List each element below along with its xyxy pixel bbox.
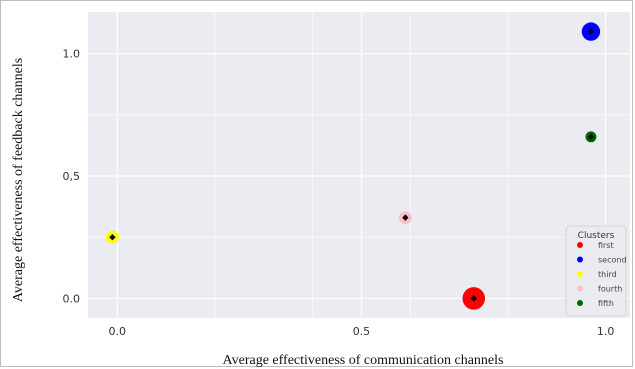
- legend-marker-fourth: [577, 285, 583, 292]
- y-tick-label: 1.0: [63, 48, 81, 61]
- x-axis-ticks: 0.0 0.5 1.0: [109, 325, 615, 338]
- legend-label-third: third: [598, 270, 617, 279]
- legend-marker-second: [577, 256, 583, 263]
- legend-marker-first: [577, 242, 583, 248]
- legend-label-fourth: fourth: [598, 285, 622, 294]
- legend: Clusters first second third fourth fifth: [565, 225, 627, 317]
- x-axis-label: Average effectiveness of communication c…: [223, 353, 504, 368]
- legend-items: first second third fourth fifth: [577, 241, 627, 308]
- legend-marker-fifth: [577, 300, 583, 306]
- y-axis-ticks: 0.0 0,5 1.0: [63, 48, 81, 306]
- centroid-marker: [402, 214, 409, 221]
- y-tick-label: 0,5: [63, 170, 81, 183]
- legend-label-second: second: [598, 256, 627, 265]
- legend-title: Clusters: [578, 231, 615, 241]
- centroid-marker: [109, 234, 116, 241]
- y-tick-label: 0.0: [63, 292, 81, 305]
- legend-label-fifth: fifth: [598, 299, 614, 308]
- centroid-marker: [587, 28, 595, 35]
- data-points: [105, 22, 601, 310]
- legend-marker-third: [577, 271, 583, 277]
- legend-label-first: first: [598, 241, 614, 250]
- centroid-marker: [587, 133, 595, 141]
- legend-box: [565, 225, 627, 317]
- x-tick-label: 0.0: [109, 325, 127, 338]
- y-axis-label: Average effectiveness of feedback channe…: [11, 58, 26, 302]
- x-tick-label: 0.5: [353, 325, 371, 338]
- plot-background: [88, 12, 630, 318]
- x-tick-label: 1.0: [597, 325, 615, 338]
- centroid-marker: [470, 295, 477, 302]
